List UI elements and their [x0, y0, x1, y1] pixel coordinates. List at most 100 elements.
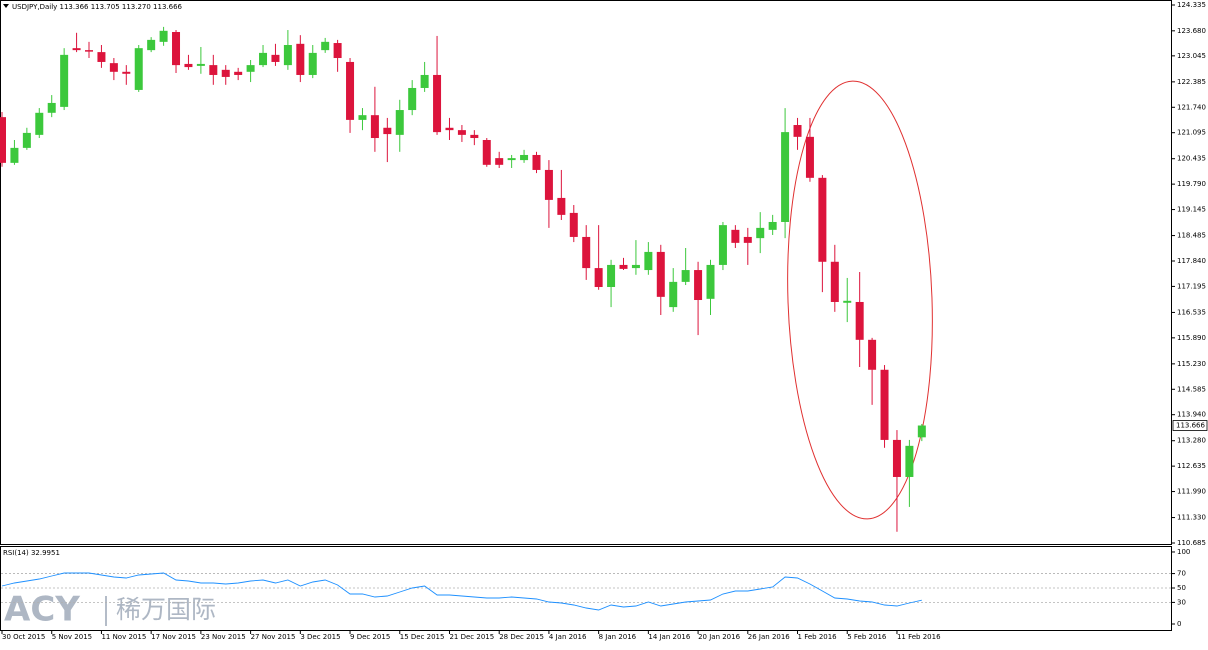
y-tick-label: 0: [1177, 620, 1181, 628]
y-tick-label: 119.790: [1177, 180, 1206, 188]
x-tick-label: 20 Jan 2016: [698, 633, 741, 641]
x-tick-label: 5 Feb 2016: [847, 633, 887, 641]
y-tick-label: 123.680: [1177, 27, 1206, 35]
candle-body: [718, 225, 727, 265]
y-tick-label: 111.990: [1177, 488, 1206, 496]
main-panel-border: [0, 0, 1172, 545]
y-tick-label: 113.280: [1177, 437, 1206, 445]
last-price-box: [1172, 420, 1208, 431]
y-tick-label: 115.890: [1177, 334, 1206, 342]
y-tick-label: 116.535: [1177, 308, 1206, 316]
candle-body: [308, 52, 317, 75]
candle-body: [544, 169, 553, 200]
candle-body: [47, 102, 56, 113]
menu-arrow[interactable]: [3, 4, 9, 8]
watermark-brand: ACY: [4, 590, 80, 630]
chart-title: USDJPY,Daily 113.366 113.705 113.270 113…: [12, 3, 183, 11]
candle-body: [793, 125, 802, 137]
candle-body: [420, 74, 429, 88]
candle-body: [234, 71, 243, 75]
candle-body: [296, 43, 305, 75]
candle-body: [470, 134, 479, 139]
candle-body: [259, 52, 268, 66]
candle-body: [445, 127, 454, 131]
candle-body: [532, 154, 541, 170]
candle-body: [681, 270, 690, 282]
x-tick-label: 11 Nov 2015: [101, 633, 146, 641]
candle-body: [507, 158, 516, 161]
candle-body: [22, 132, 31, 148]
candle-body: [122, 71, 131, 74]
candle-body: [880, 369, 889, 440]
candle-body: [383, 127, 392, 135]
candle-body: [60, 54, 69, 107]
candle-body: [209, 65, 218, 75]
candle-body: [10, 147, 19, 163]
last-price-label: 113.666: [1176, 422, 1205, 430]
y-tick-label: 110.685: [1177, 539, 1206, 547]
candle-body: [159, 30, 168, 42]
candle-body: [134, 48, 143, 90]
annotation-ellipse: [787, 80, 933, 520]
y-tick-label: 118.485: [1177, 232, 1206, 240]
candle-body: [706, 264, 715, 299]
candle-body: [892, 439, 901, 477]
candle-body: [271, 54, 280, 62]
candle-body: [395, 110, 404, 135]
y-tick-label: 122.385: [1177, 78, 1206, 86]
candle-body: [905, 445, 914, 477]
rsi-title: RSI(14) 32.9951: [3, 549, 60, 557]
candle-body: [184, 63, 193, 68]
y-tick-label: 114.585: [1177, 385, 1206, 393]
x-tick-label: 26 Jan 2016: [748, 633, 791, 641]
x-tick-label: 27 Nov 2015: [251, 633, 296, 641]
x-tick-label: 11 Feb 2016: [897, 633, 941, 641]
candle-body: [768, 221, 777, 230]
x-tick-label: 17 Nov 2015: [151, 633, 196, 641]
candle-body: [346, 61, 355, 120]
candle-body: [283, 45, 292, 66]
candle-body: [358, 115, 367, 120]
rsi-panel-border: [0, 546, 1172, 631]
candle-body: [917, 425, 926, 438]
watermark-brand-cn: 稀万国际: [116, 595, 216, 624]
x-tick-label: 21 Dec 2015: [449, 633, 494, 641]
y-tick-label: 119.145: [1177, 206, 1206, 214]
candle-body: [855, 301, 864, 340]
candle-body: [0, 117, 6, 163]
y-tick-label: 124.335: [1177, 1, 1206, 9]
y-tick-label: 121.740: [1177, 103, 1206, 111]
candle-body: [333, 43, 342, 59]
candle-body: [221, 69, 230, 77]
y-tick-label: 113.940: [1177, 411, 1206, 419]
x-tick-label: 1 Feb 2016: [798, 633, 838, 641]
candle-body: [85, 50, 94, 52]
rsi-line: [1, 572, 922, 611]
candle-body: [246, 65, 255, 72]
y-tick-label: 112.635: [1177, 462, 1206, 470]
watermark: ACY 稀万国际: [4, 590, 216, 630]
y-tick-label: 70: [1177, 570, 1186, 578]
candle-body: [370, 115, 379, 139]
candle-body: [619, 264, 628, 269]
candle-body: [72, 48, 81, 51]
candle-body: [731, 229, 740, 243]
y-tick-label: 123.045: [1177, 52, 1206, 60]
x-tick-label: 30 Oct 2015: [2, 633, 45, 641]
x-tick-label: 14 Jan 2016: [648, 633, 691, 641]
candle-body: [843, 300, 852, 303]
candle-body: [607, 264, 616, 288]
y-tick-label: 117.195: [1177, 282, 1206, 290]
candle-body: [656, 251, 665, 297]
candle-body: [196, 63, 205, 66]
candle-body: [321, 41, 330, 51]
y-tick-label: 50: [1177, 584, 1186, 592]
candle-body: [594, 268, 603, 288]
x-tick-label: 5 Nov 2015: [52, 633, 92, 641]
candle-body: [830, 261, 839, 302]
y-tick-label: 111.330: [1177, 514, 1206, 522]
candle-body: [408, 87, 417, 111]
x-tick-label: 8 Jan 2016: [599, 633, 637, 641]
